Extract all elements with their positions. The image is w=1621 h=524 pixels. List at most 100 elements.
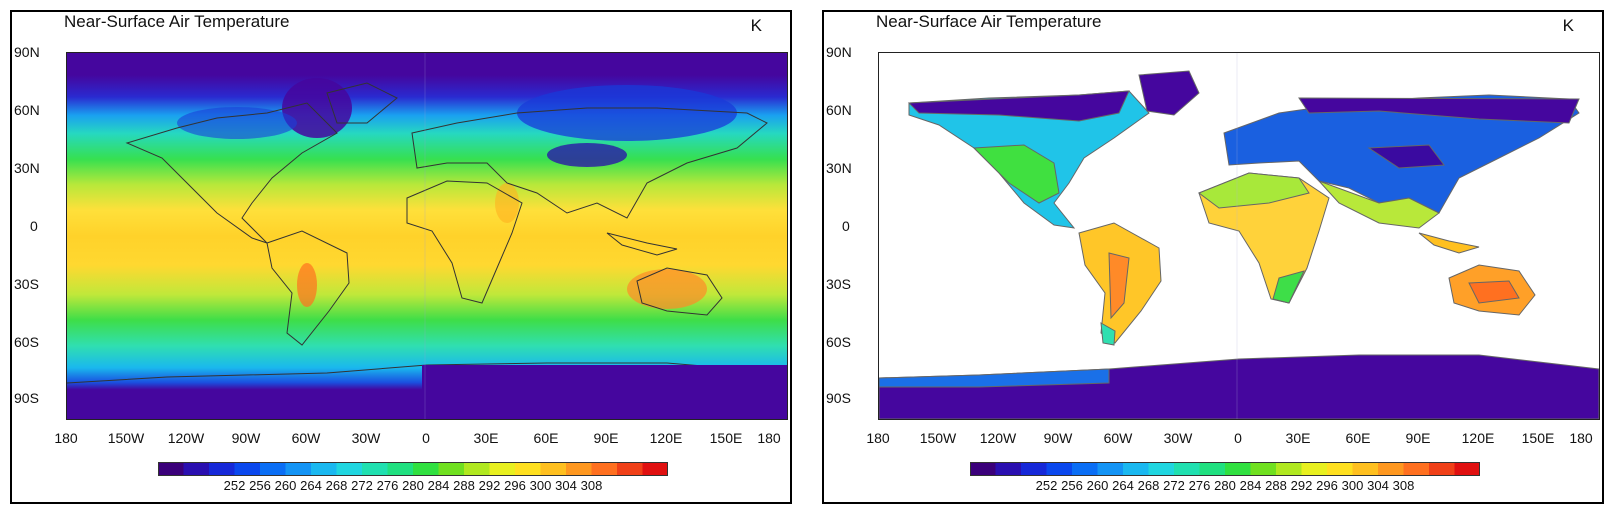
colorbar-swatch: [1046, 462, 1073, 476]
lat-label: 30N: [826, 160, 852, 176]
lat-label: 90N: [14, 44, 40, 60]
lat-label: 90N: [826, 44, 852, 60]
colorbar-tick-label: 284: [427, 478, 450, 493]
colorbar-tick-label: 264: [300, 478, 322, 493]
colorbar-swatch: [642, 462, 668, 476]
temperature-map: [67, 53, 787, 419]
colorbar-tick-label: 264: [1112, 478, 1134, 493]
lon-label: 150E: [1521, 430, 1555, 446]
colorbar-swatch: [1072, 462, 1098, 476]
map-plot-area: [66, 52, 788, 420]
colorbar-swatch: [311, 462, 337, 476]
colorbar-swatch: [566, 462, 592, 476]
map-panel-all-points: Near-Surface Air Temperature K: [10, 10, 792, 504]
colorbar-swatch: [158, 462, 184, 476]
colorbar-swatch: [260, 462, 286, 476]
lon-label: 90W: [1043, 430, 1073, 446]
colorbar-border: [158, 462, 668, 476]
lon-label: 150W: [107, 430, 145, 446]
unit-label: K: [750, 16, 762, 35]
colorbar-tick-label: 268: [325, 478, 348, 493]
colorbar-swatch: [183, 462, 210, 476]
colorbar-tick-label: 300: [1341, 478, 1364, 493]
lat-label: 60N: [826, 102, 852, 118]
colorbar-tick-label: 276: [1188, 478, 1211, 493]
lon-label: 90E: [593, 430, 619, 446]
colorbar-tick-label: 272: [351, 478, 373, 493]
colorbar-swatch: [285, 462, 312, 476]
lon-label: 60W: [1103, 430, 1133, 446]
colorbar-swatches: [158, 462, 668, 476]
colorbar-tick-label: 256: [249, 478, 271, 493]
colorbar-swatch: [209, 462, 235, 476]
lat-label: 0: [842, 218, 850, 234]
lon-label: 60E: [1345, 430, 1371, 446]
lon-label: 30E: [473, 430, 499, 446]
colorbar-tick-label: 304: [555, 478, 577, 493]
colorbar-tick-label: 288: [453, 478, 475, 493]
colorbar-swatch: [540, 462, 567, 476]
colorbar-tick-label: 252: [1035, 478, 1058, 493]
colorbar-tick-label: 296: [504, 478, 526, 493]
colorbar-swatches: [970, 462, 1480, 476]
colorbar-swatch: [387, 462, 414, 476]
lon-label: 90W: [231, 430, 261, 446]
colorbar: [970, 462, 1480, 476]
colorbar-tick-label: 304: [1367, 478, 1389, 493]
lon-label: 120W: [979, 430, 1017, 446]
colorbar-swatch: [464, 462, 490, 476]
colorbar-swatch: [1225, 462, 1251, 476]
lon-label: 60E: [533, 430, 559, 446]
colorbar-swatch: [1097, 462, 1124, 476]
colorbar-tick-label: 296: [1316, 478, 1338, 493]
colorbar-tick-label: 260: [274, 478, 297, 493]
colorbar-swatch: [413, 462, 439, 476]
colorbar-swatch: [362, 462, 388, 476]
lat-label: 30N: [14, 160, 40, 176]
lon-label: 150W: [919, 430, 957, 446]
lon-label: 30E: [1285, 430, 1311, 446]
lat-label: 90S: [826, 390, 851, 406]
colorbar-swatch: [1327, 462, 1353, 476]
lat-label: 30S: [14, 276, 39, 292]
colorbar-tick-label: 284: [1239, 478, 1262, 493]
lon-label: 180: [866, 430, 890, 446]
colorbar-swatch: [1403, 462, 1430, 476]
lon-label: 180: [757, 430, 781, 446]
colorbar-swatch: [1276, 462, 1302, 476]
lon-label: 30W: [351, 430, 381, 446]
colorbar-tick-label: 308: [580, 478, 603, 493]
lon-label: 120E: [649, 430, 683, 446]
lat-label: 60S: [14, 334, 39, 350]
lon-label: 30W: [1163, 430, 1193, 446]
colorbar-swatch: [515, 462, 541, 476]
map-plot-area: [878, 52, 1600, 420]
lon-label: 120W: [167, 430, 205, 446]
colorbar-tick-label: 260: [1086, 478, 1109, 493]
lat-label: 60N: [14, 102, 40, 118]
map-panel-land-only: Near-Surface Air Temperature K: [822, 10, 1604, 504]
lon-label: 180: [1569, 430, 1593, 446]
lon-label: 150E: [709, 430, 743, 446]
colorbar-tick-label: 276: [376, 478, 399, 493]
lat-label: 60S: [826, 334, 851, 350]
lon-label: 0: [422, 430, 430, 446]
colorbar-tick-label: 280: [1214, 478, 1236, 493]
lat-label: 90S: [14, 390, 39, 406]
colorbar-swatch: [1301, 462, 1328, 476]
lat-label: 0: [30, 218, 38, 234]
colorbar-tick-label: 292: [1290, 478, 1313, 493]
map-title: Near-Surface Air Temperature: [876, 12, 1102, 31]
colorbar-tick-label: 252: [223, 478, 246, 493]
colorbar-swatch: [438, 462, 465, 476]
colorbar-tick-label: 280: [402, 478, 424, 493]
colorbar-tick-label: 272: [1163, 478, 1185, 493]
colorbar-swatch: [1250, 462, 1277, 476]
map-title: Near-Surface Air Temperature: [64, 12, 290, 31]
colorbar-swatch: [234, 462, 261, 476]
lon-label: 0: [1234, 430, 1242, 446]
lon-label: 60W: [291, 430, 321, 446]
colorbar-swatch: [1148, 462, 1175, 476]
lat-label: 30S: [826, 276, 851, 292]
colorbar-tick-label: 308: [1392, 478, 1415, 493]
